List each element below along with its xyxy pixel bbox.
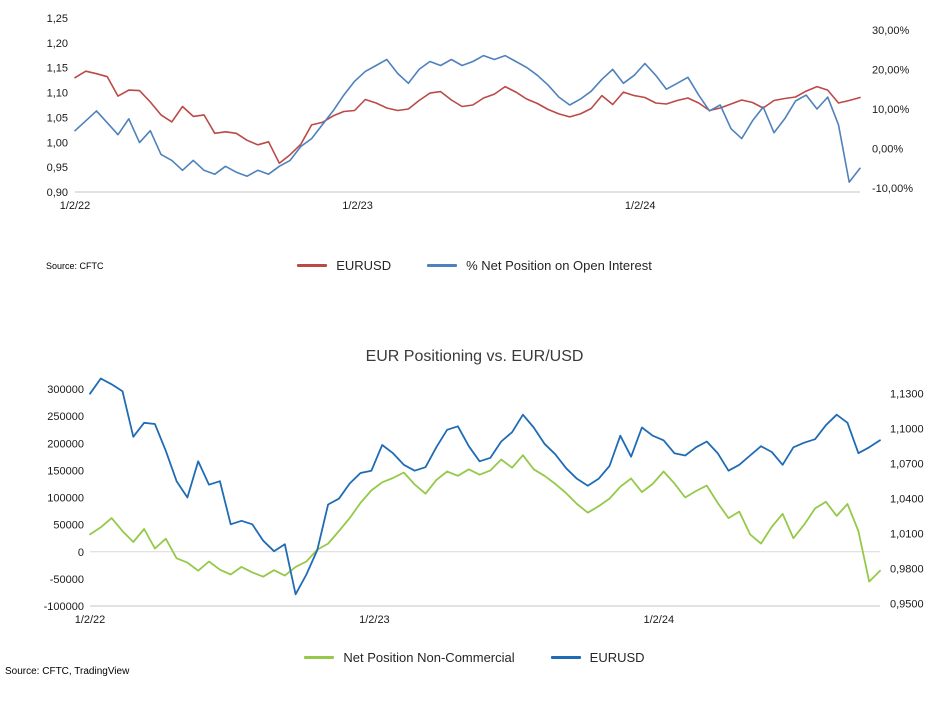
right-axis-tick-label: 0,00% bbox=[872, 144, 903, 156]
right-axis-tick-label: 0,9500 bbox=[890, 599, 924, 611]
left-axis-tick-label: -100000 bbox=[44, 601, 84, 613]
top-chart-source: Source: CFTC bbox=[46, 261, 104, 271]
left-axis-tick-label: 1,10 bbox=[47, 88, 68, 100]
bottom-chart-section: EUR Positioning vs. EUR/USD 300000 250000… bbox=[0, 348, 949, 677]
top-chart-legend: EURUSD % Net Position on Open Interest bbox=[297, 258, 652, 273]
legend-label-eurusd: EURUSD bbox=[336, 258, 392, 273]
x-axis-tick-label: 1/2/24 bbox=[625, 200, 656, 212]
left-axis-tick-label: 200000 bbox=[47, 438, 84, 450]
left-axis-tick-label: 1,15 bbox=[47, 63, 68, 75]
bottom-chart-source: Source: CFTC, TradingView bbox=[5, 666, 130, 677]
left-axis-tick-label: 1,25 bbox=[47, 13, 68, 25]
right-axis-tick-label: -10,00% bbox=[872, 183, 913, 195]
series-line--net-position-on-open-interest bbox=[74, 54, 861, 183]
left-axis-tick-label: 0 bbox=[78, 547, 84, 559]
legend-label--net-position-on-open-interest: % Net Position on Open Interest bbox=[466, 258, 652, 273]
right-axis-tick-label: 1,1000 bbox=[890, 424, 924, 436]
legend-label-net-position-non-commercial: Net Position Non-Commercial bbox=[343, 650, 515, 665]
left-axis-tick-label: 1,00 bbox=[47, 137, 68, 149]
right-axis-tick-label: 1,0100 bbox=[890, 529, 924, 541]
series-line-eurusd bbox=[89, 377, 881, 596]
x-axis-tick-label: 1/2/24 bbox=[644, 614, 675, 626]
legend-line-swatch--net-position-on-open-interest bbox=[427, 264, 458, 267]
right-axis-tick-label: 1,0400 bbox=[890, 494, 924, 506]
legend-line-swatch-net-position-non-commercial bbox=[304, 656, 335, 659]
x-axis-tick-label: 1/2/22 bbox=[75, 614, 106, 626]
right-axis-tick-label: 1,0700 bbox=[890, 459, 924, 471]
x-axis-tick-label: 1/2/22 bbox=[60, 200, 91, 212]
top-chart-section: 1,25 1,20 1,15 1,10 1,05 1,00 0,95 0,90 30,00% 20… bbox=[0, 0, 949, 276]
legend-item-net-position-non-commercial: Net Position Non-Commercial bbox=[304, 650, 515, 665]
left-axis-tick-label: 50000 bbox=[53, 520, 84, 532]
left-axis-tick-label: 0,90 bbox=[47, 187, 68, 199]
legend-item--net-position-on-open-interest: % Net Position on Open Interest bbox=[427, 258, 652, 273]
top-chart-plot: 1,25 1,20 1,15 1,10 1,05 1,00 0,95 0,90 30,00% 20… bbox=[47, 13, 914, 212]
left-axis-tick-label: 1,20 bbox=[47, 38, 68, 50]
left-axis-tick-label: 1,05 bbox=[47, 112, 68, 124]
left-axis-tick-label: 150000 bbox=[47, 465, 84, 477]
x-axis-tick-label: 1/2/23 bbox=[342, 200, 373, 212]
right-axis-tick-label: 30,00% bbox=[872, 25, 910, 37]
x-axis-tick-label: 1/2/23 bbox=[359, 614, 390, 626]
bottom-chart-plot: 300000 250000 200000 150000 100000 50000 0 -500… bbox=[44, 377, 924, 626]
bottom-chart-legend: Net Position Non-Commercial EURUSD bbox=[304, 650, 645, 665]
right-axis-tick-label: 1,1300 bbox=[890, 389, 924, 401]
legend-line-swatch-eurusd bbox=[550, 656, 581, 659]
legend-line-swatch-eurusd bbox=[297, 264, 328, 267]
left-axis-tick-label: 250000 bbox=[47, 411, 84, 423]
bottom-chart-legend-row: Source: CFTC, TradingView Net Position N… bbox=[0, 650, 949, 677]
series-line-net-position-non-commercial bbox=[89, 454, 881, 583]
legend-label-eurusd: EURUSD bbox=[589, 650, 645, 665]
top-chart-legend-row: Source: CFTC EURUSD % Net Position on Ope… bbox=[0, 258, 949, 276]
legend-item-eurusd: EURUSD bbox=[550, 650, 645, 665]
right-axis-tick-label: 10,00% bbox=[872, 104, 910, 116]
bottom-chart-title: EUR Positioning vs. EUR/USD bbox=[365, 348, 584, 365]
left-axis-tick-label: 0,95 bbox=[47, 162, 68, 174]
left-axis-tick-label: 100000 bbox=[47, 493, 84, 505]
right-axis-tick-label: 0,9800 bbox=[890, 564, 924, 576]
series-line-eurusd bbox=[74, 70, 861, 164]
left-axis-tick-label: -50000 bbox=[50, 574, 84, 586]
right-axis-tick-label: 20,00% bbox=[872, 64, 910, 76]
left-axis-tick-label: 300000 bbox=[47, 384, 84, 396]
legend-item-eurusd: EURUSD bbox=[297, 258, 391, 273]
